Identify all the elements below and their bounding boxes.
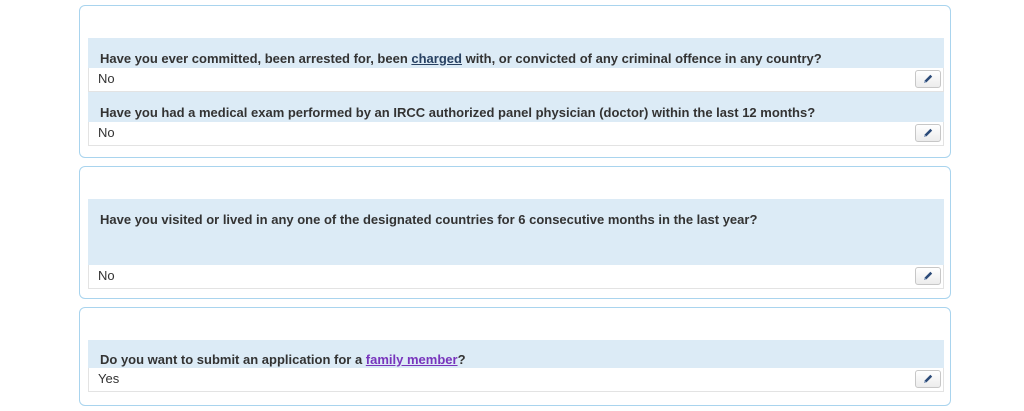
answer-row: Yes [88, 368, 944, 392]
designated-countries-panel: Have you visited or lived in any one of … [79, 166, 951, 299]
answer-value: No [98, 125, 115, 140]
answer-value: No [98, 71, 115, 86]
question-text: Have you visited or lived in any one of … [100, 212, 758, 227]
criminal-medical-panel: Have you ever committed, been arrested f… [79, 5, 951, 158]
question-text-part: Do you want to submit an application for… [100, 352, 366, 367]
charged-link[interactable]: charged [411, 51, 462, 66]
question-text-part: ? [457, 352, 466, 367]
pencil-icon [922, 127, 934, 139]
pencil-icon [922, 270, 934, 282]
answer-row: No [88, 265, 944, 289]
question-text: Do you want to submit an application for… [100, 352, 466, 368]
question-medical-exam: Have you had a medical exam performed by… [88, 92, 944, 122]
edit-button[interactable] [915, 70, 941, 88]
question-text: Have you had a medical exam performed by… [100, 105, 816, 120]
answer-value: Yes [98, 371, 120, 386]
pencil-icon [922, 73, 934, 85]
answer-row: No [88, 122, 944, 146]
pencil-icon [922, 373, 934, 385]
question-text: Have you ever committed, been arrested f… [100, 51, 822, 67]
edit-button[interactable] [915, 124, 941, 142]
question-text-part: with, or convicted of any criminal offen… [461, 51, 822, 66]
family-member-link[interactable]: family member [365, 352, 458, 367]
family-member-panel: Do you want to submit an application for… [79, 307, 951, 406]
question-criminal-offence: Have you ever committed, been arrested f… [88, 38, 944, 68]
answer-value: No [98, 268, 115, 283]
edit-button[interactable] [915, 370, 941, 388]
question-designated-countries: Have you visited or lived in any one of … [88, 199, 944, 265]
answer-row: No [88, 68, 944, 92]
question-family-member: Do you want to submit an application for… [88, 340, 944, 368]
question-text-part: Have you ever committed, been arrested f… [100, 51, 412, 66]
edit-button[interactable] [915, 267, 941, 285]
